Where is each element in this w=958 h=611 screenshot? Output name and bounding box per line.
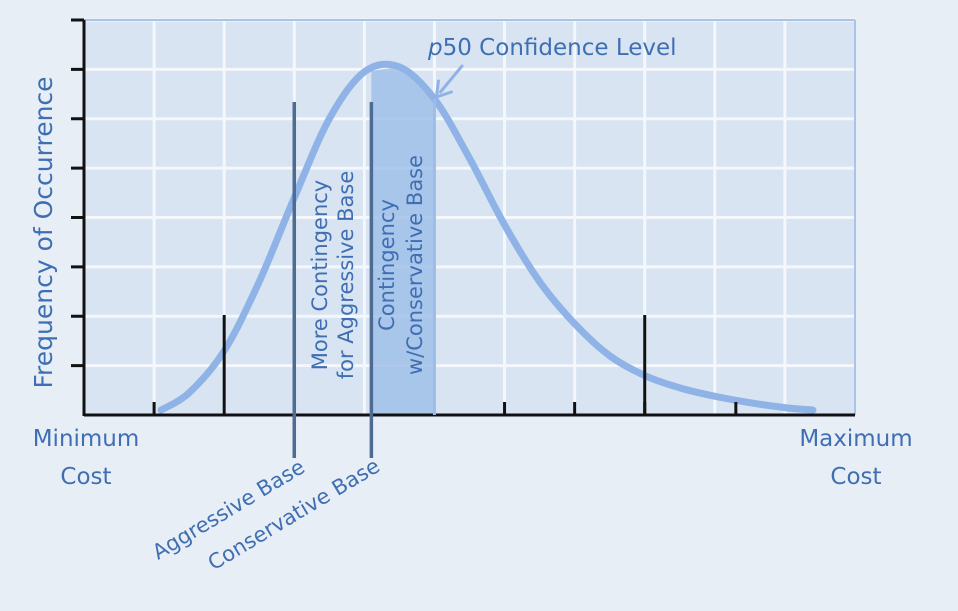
p50-annotation-italic: p	[427, 35, 443, 61]
x-min-label-line2: Cost	[60, 464, 111, 490]
region-conservative-label-line1: Contingency	[375, 199, 399, 331]
y-axis-label: Frequency of Occurrence	[29, 76, 58, 388]
region-aggressive-label-line1: More Contingency	[308, 180, 332, 370]
p50-arrow	[434, 64, 464, 99]
contingency-shaded-region	[371, 66, 435, 415]
p50-annotation-text: 50 Confidence Level	[443, 35, 677, 61]
x-axis-ticks	[152, 315, 738, 415]
p50-annotation: p50 Confidence Level	[427, 35, 677, 61]
axes	[71, 18, 855, 417]
region-aggressive-label-line2: for Aggressive Base	[334, 171, 358, 380]
region-conservative-label-line2: w/Conservative Base	[403, 155, 427, 375]
base-markers	[292, 99, 436, 458]
gridlines	[84, 18, 856, 415]
distribution-curve	[157, 60, 817, 414]
x-max-label-line2: Cost	[830, 464, 881, 490]
x-min-label-line1: Minimum	[33, 426, 140, 452]
x-max-label-line1: Maximum	[799, 426, 912, 452]
